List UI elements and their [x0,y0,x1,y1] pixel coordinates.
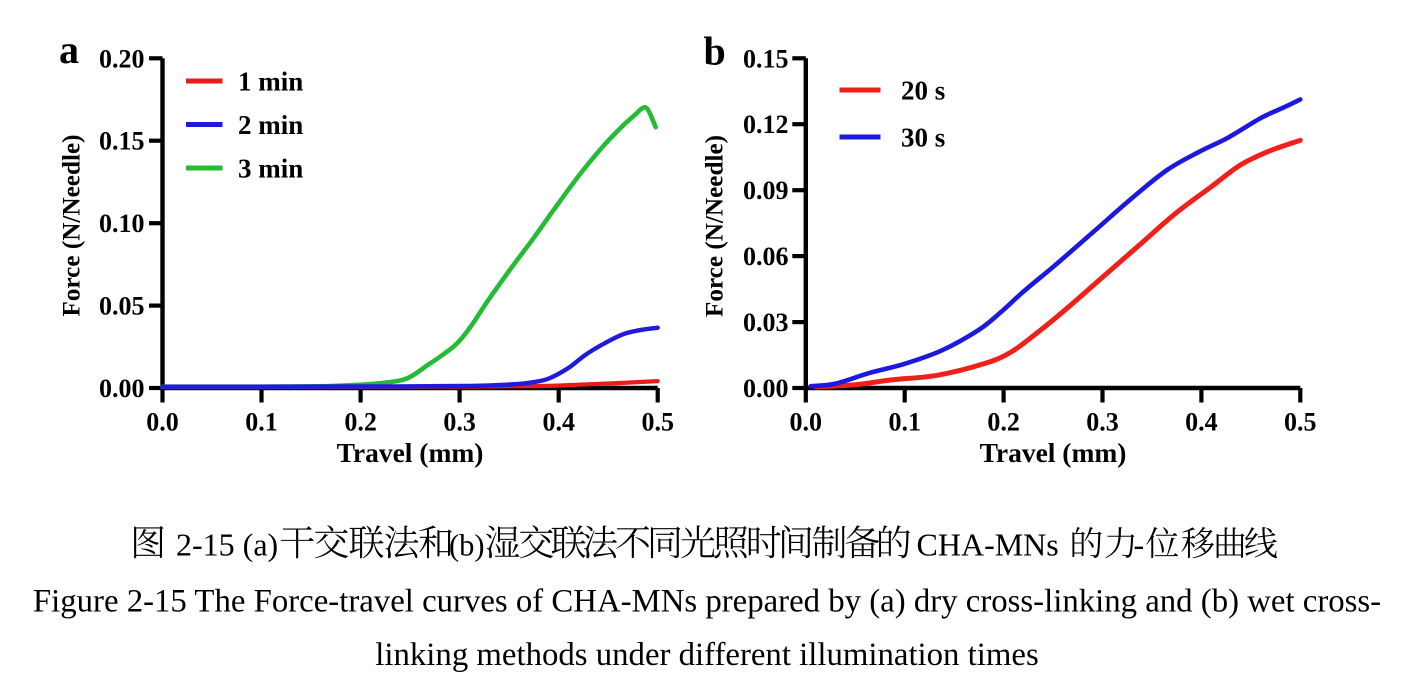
svg-text:2 min: 2 min [238,110,303,140]
svg-text:a: a [59,27,79,72]
svg-text:0.5: 0.5 [1284,408,1317,437]
svg-text:0.00: 0.00 [743,374,789,403]
svg-text:0.06: 0.06 [743,242,789,271]
svg-text:0.15: 0.15 [99,127,145,156]
svg-text:0.4: 0.4 [542,408,575,437]
svg-text:0.00: 0.00 [99,374,145,403]
svg-text:0.0: 0.0 [790,408,823,437]
svg-text:0.03: 0.03 [743,308,789,337]
svg-text:0.3: 0.3 [443,408,476,437]
svg-text:Travel (mm): Travel (mm) [980,437,1127,468]
svg-text:0.0: 0.0 [146,408,179,437]
svg-text:20 s: 20 s [901,76,945,106]
svg-text:0.1: 0.1 [245,408,278,437]
svg-text:0.5: 0.5 [641,408,674,437]
svg-text:0.1: 0.1 [888,408,921,437]
svg-text:0.4: 0.4 [1185,408,1218,437]
svg-text:Force (N/Needle): Force (N/Needle) [702,135,729,317]
svg-text:0.05: 0.05 [99,292,145,321]
svg-text:Force (N/Needle): Force (N/Needle) [59,134,86,316]
svg-text:Travel (mm): Travel (mm) [337,437,484,468]
svg-text:linking methods under differen: linking methods under different illumina… [375,637,1038,673]
svg-text:(b): (b) [449,529,485,563]
svg-text:1 min: 1 min [238,67,303,97]
svg-text:3 min: 3 min [238,154,303,184]
svg-text:0.20: 0.20 [99,44,145,73]
svg-text:0.2: 0.2 [344,408,377,437]
svg-text:2-15 (a): 2-15 (a) [176,527,278,563]
svg-text:0.10: 0.10 [99,209,145,238]
svg-text:30 s: 30 s [901,123,945,153]
svg-text:0.3: 0.3 [1086,408,1119,437]
svg-text:b: b [704,29,726,74]
svg-text:0.12: 0.12 [743,110,789,139]
svg-text:-: - [1134,527,1145,563]
svg-text:CHA-MNs: CHA-MNs [917,527,1059,563]
svg-text:0.09: 0.09 [743,176,789,205]
svg-text:0.15: 0.15 [743,44,789,73]
svg-text:Figure 2-15 The Force-travel c: Figure 2-15 The Force-travel curves of C… [33,584,1381,620]
svg-text:0.2: 0.2 [987,408,1020,437]
